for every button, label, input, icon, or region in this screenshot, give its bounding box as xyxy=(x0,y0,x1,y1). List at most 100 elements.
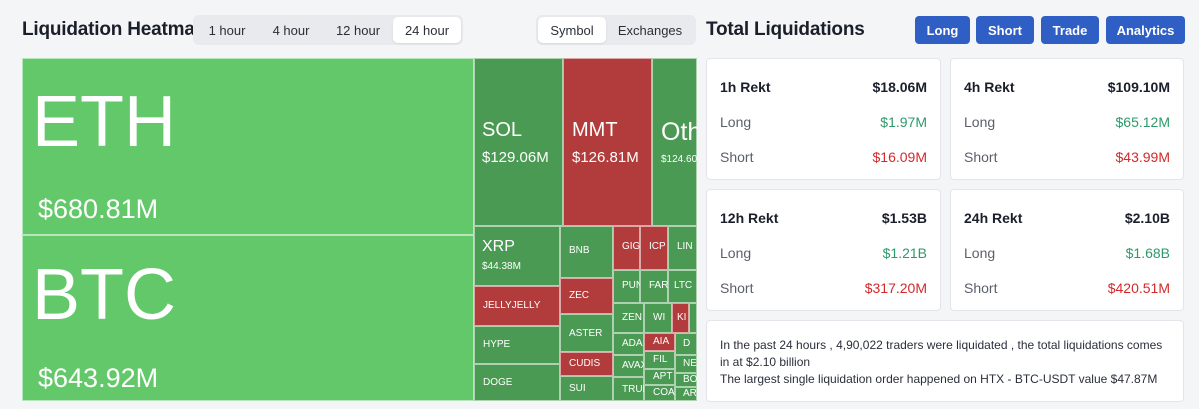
cell-symbol: KI xyxy=(677,312,687,323)
heatmap-cell-bo[interactable]: BO xyxy=(675,373,697,387)
heatmap-cell-zen[interactable]: ZEN xyxy=(613,303,644,333)
cell-symbol: FIL xyxy=(653,354,668,365)
rekt-card-4h: 4h Rekt $109.10M Long $65.12M Short $43.… xyxy=(950,58,1184,180)
cell-value: $44.38M xyxy=(482,261,521,272)
tab-symbol[interactable]: Symbol xyxy=(538,17,606,43)
long-value: $65.12M xyxy=(1115,114,1170,130)
heatmap-cell-small-1[interactable] xyxy=(689,303,697,333)
long-value: $1.97M xyxy=(880,114,927,130)
short-label: Short xyxy=(964,149,998,165)
short-label: Short xyxy=(964,280,998,296)
tab-exchanges[interactable]: Exchanges xyxy=(617,22,683,38)
cell-symbol: DOGE xyxy=(483,377,513,388)
totals-title: Total Liquidations xyxy=(706,19,865,40)
heatmap-cell-d[interactable]: D xyxy=(675,333,697,355)
summary-line-2: The largest single liquidation order hap… xyxy=(720,372,1158,386)
cell-symbol: Oth xyxy=(661,118,697,146)
heatmap-cell-jellyjelly[interactable]: JELLYJELLY xyxy=(474,286,560,326)
heatmap-cell-coa[interactable]: COA xyxy=(644,385,675,401)
cell-value: $124.60 xyxy=(661,154,697,165)
heatmap-cell-eth[interactable]: ETH $680.81M xyxy=(22,58,474,235)
cell-value: $126.81M xyxy=(572,149,639,166)
cell-symbol: WI xyxy=(653,312,666,323)
heatmap-cell-far[interactable]: FAR xyxy=(640,270,668,303)
heatmap-cell-mmt[interactable]: MMT $126.81M xyxy=(563,58,652,226)
heatmap-cell-cudis[interactable]: CUDIS xyxy=(560,352,613,376)
cell-symbol: GIG xyxy=(622,241,640,252)
cell-symbol: AR xyxy=(683,388,697,399)
heatmap-cell-bnb[interactable]: BNB xyxy=(560,226,613,278)
heatmap-cell-sol[interactable]: SOL $129.06M xyxy=(474,58,563,226)
heatmap-cell-ne[interactable]: NE xyxy=(675,355,697,373)
cell-value: $680.81M xyxy=(38,194,159,224)
card-total: $109.10M xyxy=(1107,79,1170,95)
long-label: Long xyxy=(964,114,996,130)
short-value: $317.20M xyxy=(864,280,927,296)
cell-symbol: ICP xyxy=(649,241,666,252)
card-label: 24h Rekt xyxy=(964,210,1023,226)
cell-symbol: SOL xyxy=(482,119,523,141)
cell-symbol: PUN xyxy=(622,280,640,291)
heatmap-cell-avax[interactable]: AVAX xyxy=(613,355,644,377)
heatmap-cell-icp[interactable]: ICP xyxy=(640,226,668,270)
summary-line-1: In the past 24 hours , 4,90,022 traders … xyxy=(720,338,1163,369)
trade-button[interactable]: Trade xyxy=(1041,16,1099,44)
cell-symbol: JELLYJELLY xyxy=(483,300,541,311)
heatmap-cell-ar[interactable]: AR xyxy=(675,387,697,401)
heatmap-cell-trun[interactable]: TRUN xyxy=(613,377,644,401)
cell-symbol: ADA xyxy=(622,338,643,349)
heatmap-cell-fil[interactable]: FIL xyxy=(644,351,675,369)
heatmap-cell-xrp[interactable]: XRP $44.38M xyxy=(474,226,560,286)
heatmap-cell-ki[interactable]: KI xyxy=(672,303,689,333)
cell-value: $643.92M xyxy=(38,363,159,393)
short-label: Short xyxy=(720,149,754,165)
cell-symbol: SUI xyxy=(569,383,586,394)
heatmap-cell-zec[interactable]: ZEC xyxy=(560,278,613,314)
heatmap-cell-gig[interactable]: GIG xyxy=(613,226,640,270)
liquidation-summary: In the past 24 hours , 4,90,022 traders … xyxy=(706,320,1184,402)
analytics-button[interactable]: Analytics xyxy=(1106,16,1185,44)
cell-symbol: HYPE xyxy=(483,339,511,350)
cell-value: $129.06M xyxy=(482,149,549,166)
heatmap-cell-ltc[interactable]: LTC xyxy=(668,270,697,303)
cell-symbol: LTC xyxy=(674,280,693,291)
rekt-card-24h: 24h Rekt $2.10B Long $1.68B Short $420.5… xyxy=(950,189,1184,311)
cell-symbol: BNB xyxy=(569,245,590,256)
view-tabs: Symbol Exchanges xyxy=(536,15,696,45)
heatmap-cell-wi[interactable]: WI xyxy=(644,303,672,333)
heatmap-cell-pun[interactable]: PUN xyxy=(613,270,640,303)
heatmap-cell-ada[interactable]: ADA xyxy=(613,333,644,355)
heatmap-cell-apt[interactable]: APT xyxy=(644,369,675,385)
heatmap-cell-hype[interactable]: HYPE xyxy=(474,326,560,364)
heatmap-title: Liquidation Heatmap xyxy=(22,19,207,40)
short-label: Short xyxy=(720,280,754,296)
heatmap-cell-btc[interactable]: BTC $643.92M xyxy=(22,235,474,401)
cell-symbol: ASTER xyxy=(569,328,603,339)
cell-symbol: BTC xyxy=(32,255,176,335)
cell-symbol: LIN xyxy=(677,241,693,252)
heatmap-cell-aia[interactable]: AIA xyxy=(644,333,675,351)
cell-symbol: ETH xyxy=(32,82,176,162)
cell-symbol: ZEN xyxy=(622,312,642,323)
heatmap-cell-aster[interactable]: ASTER xyxy=(560,314,613,352)
tab-4-hour[interactable]: 4 hour xyxy=(272,22,310,38)
card-total: $1.53B xyxy=(881,210,927,226)
cell-symbol: XRP xyxy=(482,238,515,255)
cell-symbol: BO xyxy=(683,374,697,385)
liquidation-heatmap: ETH $680.81M BTC $643.92M SOL $129.06M M… xyxy=(22,58,697,401)
cell-symbol: APT xyxy=(653,371,673,382)
heatmap-cell-lin[interactable]: LIN xyxy=(668,226,697,270)
heatmap-cell-other[interactable]: Oth $124.60 xyxy=(652,58,697,226)
heatmap-cell-sui[interactable]: SUI xyxy=(560,376,613,401)
cell-symbol: COA xyxy=(653,387,675,398)
short-button[interactable]: Short xyxy=(976,16,1034,44)
tab-1-hour[interactable]: 1 hour xyxy=(208,22,246,38)
heatmap-cell-doge[interactable]: DOGE xyxy=(474,364,560,401)
long-button[interactable]: Long xyxy=(915,16,970,44)
short-value: $420.51M xyxy=(1107,280,1170,296)
tab-12-hour[interactable]: 12 hour xyxy=(335,22,381,38)
rekt-card-1h: 1h Rekt $18.06M Long $1.97M Short $16.09… xyxy=(706,58,941,180)
cell-symbol: AIA xyxy=(653,336,670,347)
tab-24-hour[interactable]: 24 hour xyxy=(393,17,461,43)
short-value: $43.99M xyxy=(1115,149,1170,165)
